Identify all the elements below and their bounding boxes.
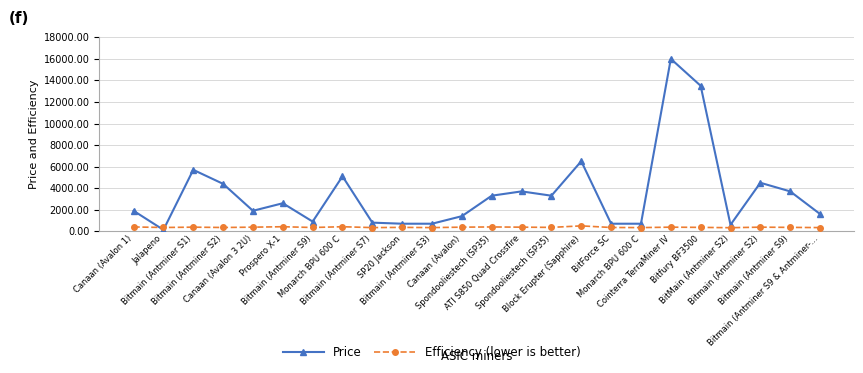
Efficiency (lower is better) — [397, 225, 407, 230]
Price — [696, 84, 706, 88]
Efficiency (lower is better) — [457, 225, 467, 229]
Efficiency (lower is better) — [696, 225, 706, 230]
Price — [129, 209, 139, 213]
Price — [307, 219, 318, 224]
Price — [785, 189, 796, 194]
Price — [278, 201, 288, 206]
Efficiency (lower is better) — [427, 225, 438, 230]
Price — [725, 223, 735, 227]
Efficiency (lower is better) — [129, 225, 139, 229]
Price — [427, 222, 438, 226]
Text: (f): (f) — [9, 11, 29, 26]
Efficiency (lower is better) — [337, 225, 348, 229]
Line: Price: Price — [131, 56, 822, 233]
Price — [457, 214, 467, 219]
Price — [665, 57, 676, 61]
Efficiency (lower is better) — [278, 225, 288, 229]
Price — [636, 222, 646, 226]
Efficiency (lower is better) — [725, 225, 735, 230]
Price — [367, 220, 377, 225]
Price — [337, 174, 348, 179]
Efficiency (lower is better) — [367, 225, 377, 230]
Efficiency (lower is better) — [516, 225, 526, 229]
Line: Efficiency (lower is better): Efficiency (lower is better) — [131, 223, 822, 231]
Efficiency (lower is better) — [636, 225, 646, 230]
X-axis label: ASIC miners: ASIC miners — [441, 350, 513, 363]
Price — [755, 181, 765, 185]
Price — [397, 222, 407, 226]
Price — [487, 194, 497, 198]
Efficiency (lower is better) — [815, 225, 825, 230]
Efficiency (lower is better) — [576, 224, 587, 228]
Efficiency (lower is better) — [755, 225, 765, 229]
Efficiency (lower is better) — [248, 225, 258, 229]
Efficiency (lower is better) — [546, 225, 557, 230]
Efficiency (lower is better) — [606, 225, 616, 230]
Legend: Price, Efficiency (lower is better): Price, Efficiency (lower is better) — [278, 341, 585, 363]
Price — [606, 222, 616, 226]
Price — [248, 209, 258, 213]
Price — [158, 228, 168, 232]
Price — [815, 212, 825, 216]
Price — [218, 182, 229, 186]
Price — [576, 159, 587, 163]
Efficiency (lower is better) — [188, 225, 198, 229]
Efficiency (lower is better) — [487, 225, 497, 229]
Y-axis label: Price and Efficiency: Price and Efficiency — [29, 79, 40, 189]
Efficiency (lower is better) — [158, 225, 168, 230]
Efficiency (lower is better) — [218, 225, 229, 230]
Efficiency (lower is better) — [665, 225, 676, 229]
Price — [188, 167, 198, 172]
Price — [546, 194, 557, 198]
Price — [516, 189, 526, 194]
Efficiency (lower is better) — [785, 225, 796, 230]
Efficiency (lower is better) — [307, 225, 318, 230]
